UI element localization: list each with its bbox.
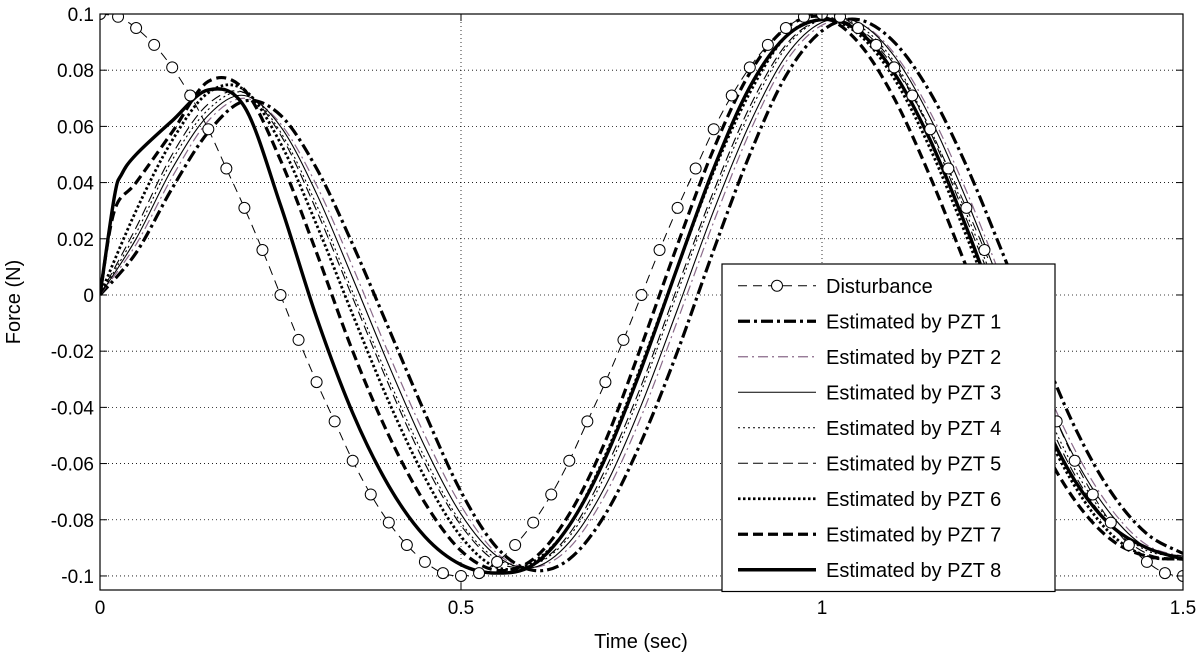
data-point bbox=[112, 14, 125, 23]
data-point bbox=[238, 201, 251, 214]
y-tick-label: -0.02 bbox=[51, 342, 94, 363]
data-point bbox=[924, 123, 937, 136]
data-point bbox=[599, 376, 612, 389]
data-point bbox=[382, 516, 395, 529]
data-point bbox=[888, 61, 901, 74]
data-point bbox=[906, 89, 919, 102]
data-point bbox=[581, 415, 594, 428]
y-tick-label: -0.06 bbox=[51, 455, 94, 476]
data-point bbox=[1104, 516, 1117, 529]
data-point bbox=[725, 89, 738, 102]
legend-marker bbox=[771, 279, 783, 292]
y-tick-label: 0.06 bbox=[57, 117, 94, 138]
data-point bbox=[256, 244, 269, 257]
data-point bbox=[617, 333, 630, 346]
data-point bbox=[870, 38, 883, 51]
data-point bbox=[346, 454, 359, 467]
ticks: 0 0.5 1 1.5 0.1 0.08 0.06 0.04 0.02 0 -0.02 -0.04 -0… bbox=[51, 5, 1197, 619]
data-point bbox=[779, 22, 792, 35]
data-point bbox=[184, 89, 197, 102]
data-point bbox=[1140, 555, 1153, 568]
data-point bbox=[274, 288, 287, 301]
data-point bbox=[473, 567, 486, 580]
data-point bbox=[436, 567, 449, 580]
x-axis-label: Time (sec) bbox=[594, 631, 688, 653]
data-point bbox=[960, 201, 973, 214]
data-point bbox=[310, 376, 323, 389]
x-tick-label: 1 bbox=[817, 598, 828, 619]
data-point bbox=[1068, 454, 1081, 467]
data-point bbox=[653, 244, 666, 257]
data-point bbox=[797, 14, 810, 23]
legend-label-estimated-by-pzt-8: Estimated by PZT 8 bbox=[826, 560, 1001, 582]
data-point bbox=[491, 555, 504, 568]
legend-label-estimated-by-pzt-2: Estimated by PZT 2 bbox=[826, 347, 1001, 369]
series-line-estimated-by-pzt-1 bbox=[100, 17, 1183, 573]
legend: Disturbance Estimated by PZT 1 Estimated b… bbox=[721, 263, 1056, 593]
data-point bbox=[545, 488, 558, 501]
data-point bbox=[418, 555, 431, 568]
data-point bbox=[166, 61, 179, 74]
data-point bbox=[761, 38, 774, 51]
data-point bbox=[635, 288, 648, 301]
data-point bbox=[743, 61, 756, 74]
data-point bbox=[1158, 567, 1171, 580]
data-point bbox=[978, 244, 991, 257]
x-tick-label: 1.5 bbox=[1170, 598, 1196, 619]
data-point bbox=[148, 38, 161, 51]
data-point bbox=[707, 123, 720, 136]
data-point bbox=[852, 22, 865, 35]
data-point bbox=[671, 201, 684, 214]
data-point bbox=[328, 415, 341, 428]
y-tick-label: -0.04 bbox=[51, 398, 95, 419]
legend-label-estimated-by-pzt-1: Estimated by PZT 1 bbox=[826, 311, 1001, 333]
data-point bbox=[100, 14, 106, 20]
data-point bbox=[689, 162, 702, 175]
data-point bbox=[942, 162, 955, 175]
y-tick-label: 0.04 bbox=[57, 174, 94, 195]
series-line-estimated-by-pzt-4 bbox=[100, 17, 1183, 567]
legend-box bbox=[721, 263, 1056, 593]
data-point bbox=[527, 516, 540, 529]
legend-label-estimated-by-pzt-3: Estimated by PZT 3 bbox=[826, 382, 1001, 404]
legend-label-estimated-by-pzt-5: Estimated by PZT 5 bbox=[826, 453, 1001, 475]
data-point bbox=[1122, 539, 1135, 552]
data-point bbox=[509, 539, 522, 552]
x-tick-label: 0.5 bbox=[448, 598, 474, 619]
y-tick-label: -0.1 bbox=[61, 567, 94, 588]
plot-frame bbox=[99, 13, 1184, 591]
data-point bbox=[364, 488, 377, 501]
data-point bbox=[563, 454, 576, 467]
y-tick-label: 0.02 bbox=[57, 230, 94, 251]
y-tick-label: 0 bbox=[83, 286, 94, 307]
x-tick-label: 0 bbox=[95, 598, 106, 619]
y-axis-label: Force (N) bbox=[3, 260, 25, 344]
y-tick-label: -0.08 bbox=[51, 511, 94, 532]
y-tick-label: 0.08 bbox=[57, 61, 94, 82]
data-point bbox=[292, 333, 305, 346]
legend-label-estimated-by-pzt-6: Estimated by PZT 6 bbox=[826, 489, 1001, 511]
legend-label-disturbance: Disturbance bbox=[826, 276, 933, 298]
y-tick-label: 0.1 bbox=[68, 5, 94, 26]
data-point bbox=[455, 569, 467, 582]
legend-label-estimated-by-pzt-7: Estimated by PZT 7 bbox=[826, 524, 1001, 546]
data-point bbox=[400, 539, 413, 552]
data-point bbox=[202, 123, 215, 136]
data-point bbox=[1086, 488, 1099, 501]
data-point bbox=[130, 22, 143, 35]
legend-label-estimated-by-pzt-4: Estimated by PZT 4 bbox=[826, 418, 1001, 440]
data-point bbox=[220, 162, 233, 175]
series-line-estimated-by-pzt-7 bbox=[100, 14, 1183, 573]
data-point bbox=[834, 14, 847, 23]
